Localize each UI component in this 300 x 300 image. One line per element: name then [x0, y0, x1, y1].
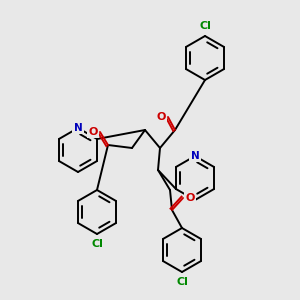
Text: Cl: Cl: [199, 21, 211, 31]
Text: Cl: Cl: [91, 239, 103, 249]
Text: Cl: Cl: [176, 277, 188, 287]
Text: N: N: [190, 151, 200, 161]
Text: O: O: [88, 127, 98, 137]
Text: O: O: [185, 193, 195, 203]
Text: O: O: [156, 112, 166, 122]
Text: N: N: [74, 123, 82, 133]
